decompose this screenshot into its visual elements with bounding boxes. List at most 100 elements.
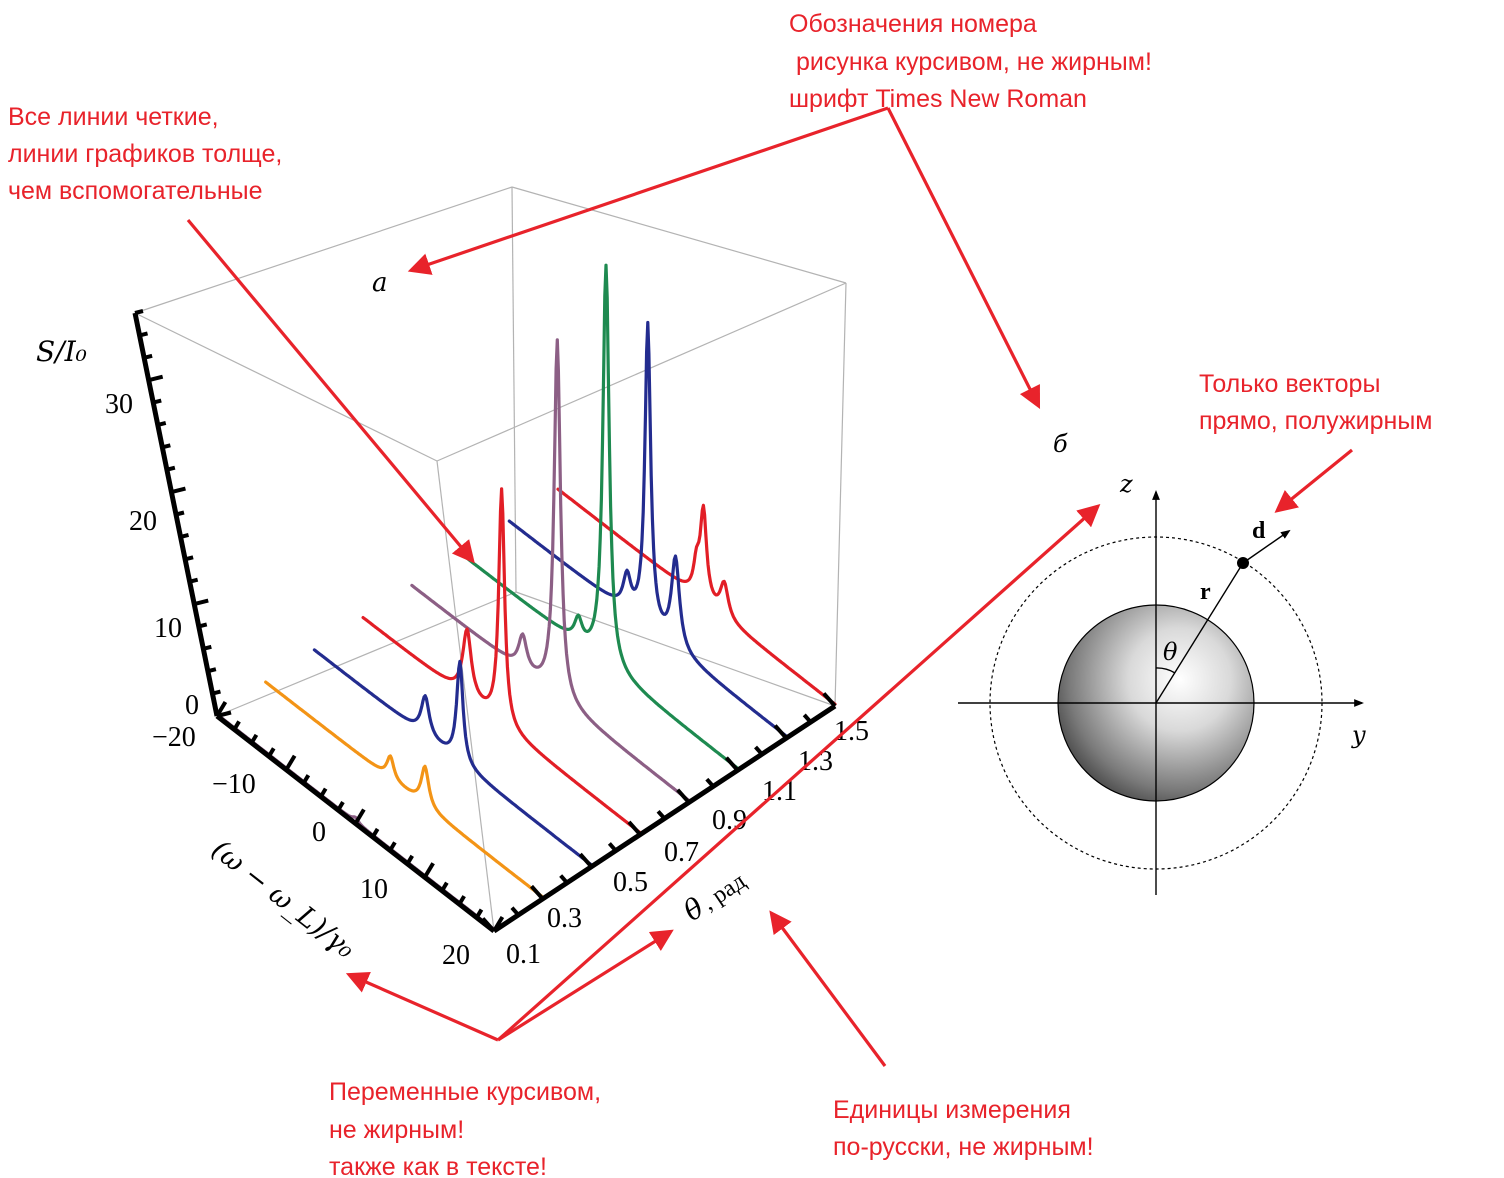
theta-axis-tick (578, 852, 593, 869)
x-axis-tick (423, 862, 435, 879)
annotation-line: Обозначения номера (789, 10, 1037, 38)
z-axis-tick (161, 443, 171, 450)
x-axis-tick (474, 908, 484, 919)
theta-unit: , рад (697, 868, 750, 916)
theta-tick-0.1: 0.1 (506, 939, 541, 970)
x-tick-m20: −20 (152, 722, 196, 753)
series-line-theta-1.5 (556, 487, 837, 706)
annotation-line: прямо, полужирным (1199, 407, 1433, 435)
theta-tick-1.5: 1.5 (834, 716, 869, 747)
annotation-line: линии графиков толще, (8, 140, 282, 168)
annotation-variables-italic: Переменные курсивом, не жирным! также ка… (329, 1078, 601, 1178)
x-tick-20: 20 (442, 940, 470, 971)
annotation-line: шрифт Times New Roman (789, 85, 1087, 113)
annotation-line: Единицы измерения (833, 1096, 1071, 1124)
theta-axis-tick (754, 745, 764, 756)
annotation-line: чем вспомогательные (8, 177, 263, 205)
z-axis-tick (134, 309, 144, 315)
x-axis-tick (440, 881, 449, 892)
z-axis-tick (198, 622, 208, 629)
z-axis-tick (157, 421, 167, 427)
annotation-line: Все линии четкие, (8, 103, 219, 131)
annotation-line: рисунка курсивом, не жирным! (789, 48, 1152, 76)
z-axis-tick (143, 353, 153, 360)
theta-arc (1155, 667, 1176, 674)
x-tick-m10: −10 (212, 769, 256, 800)
series-line-theta-0.9 (410, 338, 691, 802)
x-axis-tick (232, 720, 241, 731)
annotation-lines-clear: Все линии четкие, линии графиков толще, … (8, 103, 282, 205)
sphere-z-label: z (1119, 470, 1133, 498)
z-tick-30: 30 (105, 389, 133, 420)
annotation-line: по-русски, не жирным! (833, 1133, 1094, 1161)
arrow-to-a (407, 106, 889, 275)
arrow-to-b (886, 107, 1041, 409)
series-line-theta-0.7 (361, 487, 642, 835)
theta-axis-label: θ , рад (677, 868, 750, 928)
axis-ticks (134, 309, 837, 933)
arrow-to-units (769, 910, 887, 1067)
theta-axis-tick (530, 884, 545, 901)
x-axis-tick (284, 754, 297, 771)
arrow-to-z (496, 504, 1101, 1042)
annotation-arrows (186, 106, 1354, 1067)
theta-axis-tick (724, 756, 740, 772)
theta-axis-tick (510, 906, 520, 917)
z-tick-10: 10 (154, 613, 182, 644)
z-axis-tick (170, 486, 186, 495)
x-tick-0: 0 (312, 817, 326, 848)
z-tick-0: 0 (185, 690, 199, 721)
annotation-line: Переменные курсивом, (329, 1078, 601, 1106)
dipole-point (1237, 557, 1249, 569)
series-line-theta-0.3 (264, 680, 545, 899)
z-axis-tick (207, 667, 217, 674)
theta-tick-1.3: 1.3 (798, 746, 833, 777)
z-axis-tick (166, 465, 176, 472)
theta-axis-tick (802, 713, 813, 724)
x-axis-tick (492, 915, 505, 933)
x-axis-tick (319, 787, 328, 798)
x-axis-tick (457, 895, 466, 906)
theta-axis-tick (559, 874, 569, 885)
x-axis-tick (353, 808, 366, 825)
annotation-units-russian: Единицы измерения по-русски, не жирным! (833, 1096, 1094, 1161)
plot-box (134, 186, 847, 932)
plot-3d: S/I₀ 30 20 10 0 −20 −10 0 10 20 (ω − ω_L… (36, 186, 869, 971)
sphere-diagram: z y r d θ б (958, 430, 1366, 895)
x-axis-tick (301, 774, 311, 785)
z-axis-tick (175, 510, 185, 517)
x-axis-tick (336, 801, 345, 812)
x-tick-10: 10 (360, 874, 388, 905)
panel-b-label: б (1053, 430, 1068, 458)
arrow-to-theta (497, 929, 674, 1042)
z-axis-tick (139, 331, 149, 338)
d-label: d (1252, 518, 1266, 544)
z-axis-label: S/I₀ (36, 335, 87, 368)
annotation-line: также как в тексте! (329, 1153, 547, 1178)
annotation-line: Только векторы (1199, 370, 1380, 398)
theta-tick-0.9: 0.9 (712, 805, 747, 836)
z-axis-tick (180, 532, 190, 539)
arrow-to-curve (186, 218, 475, 564)
theta-axis-tick (627, 820, 642, 836)
d-vector (1242, 529, 1291, 564)
theta-axis-tick (607, 842, 618, 852)
r-vector (1155, 562, 1244, 704)
panel-a-label: a (372, 268, 388, 298)
theta-tick-0.3: 0.3 (547, 903, 582, 934)
r-label: r (1200, 579, 1211, 605)
x-axis-tick (215, 700, 228, 718)
theta-axis-tick (705, 777, 715, 788)
z-axis-tick (193, 598, 209, 606)
arrow-to-x-label (345, 971, 499, 1042)
annotation-vectors-bold: Только векторы прямо, полужирным (1199, 370, 1433, 435)
x-axis-tick (267, 747, 276, 758)
x-axis-tick (249, 733, 259, 744)
theta-axis-tick (481, 917, 496, 933)
z-axis-tick (152, 398, 162, 405)
z-axis-tick (184, 555, 194, 562)
annotation-figure-number: Обозначения номера рисунка курсивом, не … (789, 10, 1152, 113)
series-line-theta-1.3 (507, 320, 788, 738)
theta-angle-label: θ (1163, 638, 1178, 666)
